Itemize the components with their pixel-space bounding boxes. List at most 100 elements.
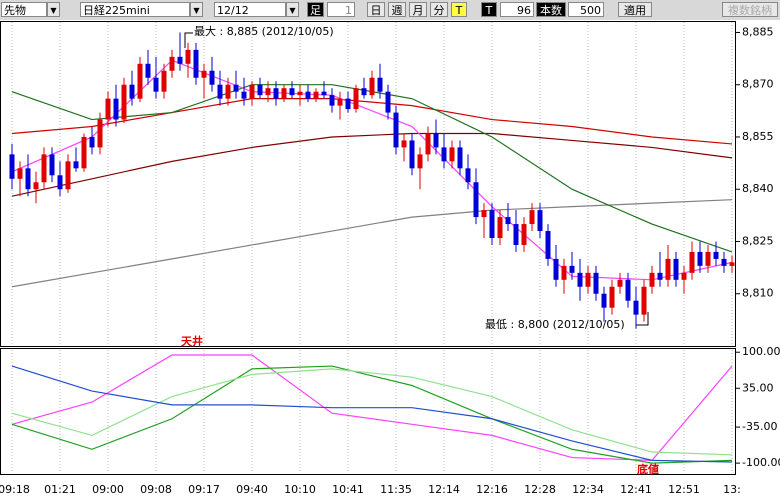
bar-label: 足 [307,2,324,17]
candle-body [625,279,631,301]
y-tick-label: 8,885 [742,25,774,38]
dropdown-arrow[interactable]: ▼ [286,2,299,17]
candle-body [473,182,479,218]
x-tick-label: 09:18 [0,483,30,496]
candle-body [649,272,655,287]
indicator-line [11,368,733,456]
x-tick-label: 10:41 [332,483,364,496]
x-tick-label: 12:41 [620,483,652,496]
x-tick-label: 09:08 [140,483,172,496]
indicator-line [11,98,733,145]
bars-input[interactable]: 96 [500,2,534,17]
candle-body [521,224,527,245]
tick-label: T [481,2,497,17]
candle-body [57,175,63,190]
day-button[interactable]: 日 [367,2,385,17]
candle-body [633,300,639,315]
candle-body [217,84,223,99]
apply-button[interactable]: 適用 [618,2,652,17]
x-tick-label: 12:28 [524,483,556,496]
candle-body [329,95,335,106]
candle-body [81,136,87,169]
candle-body [193,49,199,78]
candle-body [393,112,399,148]
candle-body [313,91,319,99]
y-tick-label: 100.00 [742,345,780,358]
annotation: 最大 : 8,885 (2012/10/05) [194,24,334,38]
candle-body [233,84,239,92]
indicator-line [11,365,733,463]
candle-body [209,70,215,85]
candle-body [73,161,79,169]
candle-body [185,49,191,64]
candle-body [497,217,503,238]
max-bars-input[interactable]: 500 [568,2,604,17]
candle-body [441,147,447,162]
candle-body [697,251,703,266]
candle-body [593,272,599,294]
candle-body [121,84,127,120]
x-tick-label: 12:14 [428,483,460,496]
contract-select[interactable]: 12/12 [214,2,286,17]
candle-body [273,88,279,99]
tick-button[interactable]: T [451,2,467,17]
candle-body [609,286,615,308]
candle-body [705,251,711,266]
candle-body [721,258,727,266]
candle-body [673,258,679,280]
candle-body [433,133,439,148]
annotation: 底値 [637,462,659,476]
candle-body [177,56,183,64]
y-tick-label: 8,810 [742,287,774,300]
month-button[interactable]: 月 [409,2,427,17]
candle-body [425,133,431,155]
candle-body [729,262,735,266]
symbol-select[interactable]: 日経225mini [80,2,190,17]
annotation-arrow [184,32,193,48]
candle-body [481,210,487,218]
candle-body [113,98,119,120]
candle-body [257,84,263,96]
candle-body [585,272,591,287]
candle-body [713,251,719,259]
candle-body [137,63,143,99]
candle-body [353,88,359,110]
minute-button[interactable]: 分 [430,2,448,17]
market-select[interactable]: 先物 [1,2,47,17]
dropdown-arrow[interactable]: ▼ [47,2,60,17]
candle-body [49,154,55,176]
week-button[interactable]: 週 [388,2,406,17]
candle-body [169,56,175,71]
x-tick-label: 01:21 [44,483,76,496]
toolbar: 先物 ▼ 日経225mini ▼ 12/12 ▼ 足 1 日 週 月 分 T T… [0,0,780,20]
oscillator-panel [0,348,736,475]
candle-body [321,91,327,96]
candle-body [489,210,495,238]
multi-button[interactable]: 複数銘柄 [722,2,778,17]
candle-body [569,265,575,273]
y-tick-label: 35.00 [742,381,774,394]
candle-body [241,91,247,99]
dropdown-arrow[interactable]: ▼ [190,2,203,17]
annotation-arrow [636,312,649,326]
annotation: 天井 [181,334,203,348]
candle-body [249,84,255,99]
candle-body [65,161,71,190]
candle-body [529,210,535,225]
candle-body [17,168,23,179]
candle-body [561,265,567,280]
indicator-line [11,199,733,288]
x-tick-label: 09:40 [236,483,268,496]
bar-count-input[interactable]: 1 [327,2,355,17]
candle-body [305,91,311,99]
bars-label: 本数 [536,2,566,17]
x-tick-label: 09:17 [188,483,220,496]
x-tick-label: 12:34 [572,483,604,496]
candle-body [289,88,295,96]
candle-body [657,272,663,280]
candle-body [153,77,159,92]
candle-body [385,91,391,113]
y-tick-label: 8,870 [742,78,774,91]
candle-body [89,136,95,148]
